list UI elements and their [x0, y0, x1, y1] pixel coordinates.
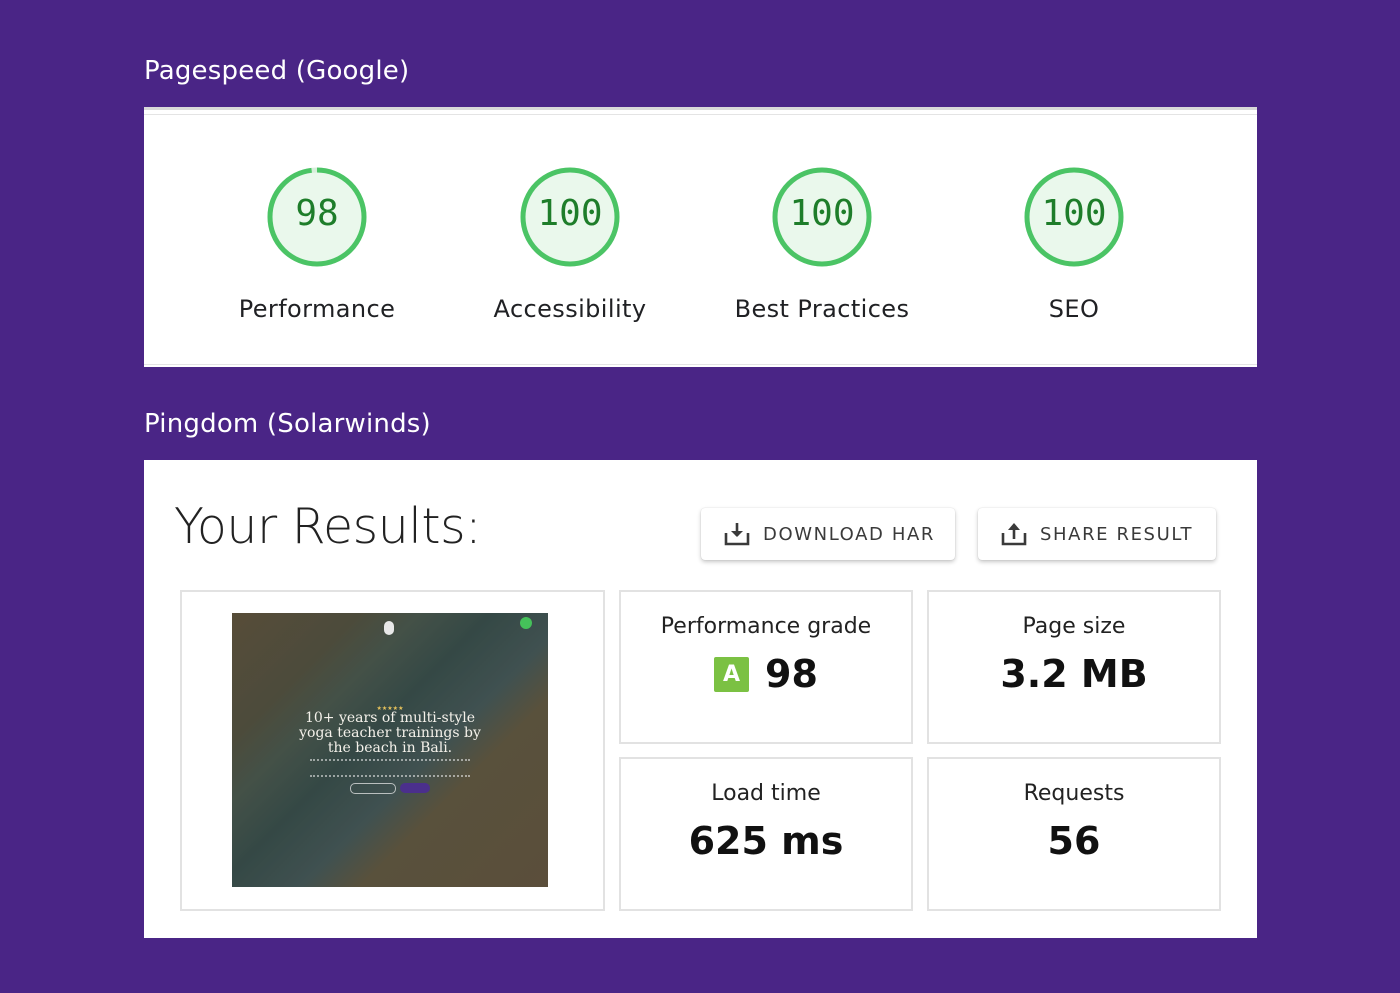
download-har-label: DOWNLOAD HAR — [763, 523, 935, 545]
gauge-accessibility[interactable]: 100 Accessibility — [465, 165, 675, 323]
gauge-ring — [520, 167, 620, 267]
share-icon — [1001, 523, 1027, 546]
gauge-label: Accessibility — [493, 295, 647, 323]
share-result-label: SHARE RESULT — [1040, 523, 1194, 545]
pagespeed-section-title: Pagespeed (Google) — [144, 56, 410, 86]
results-heading: Your Results: — [174, 498, 482, 555]
pagespeed-panel: 98 Performance 100 Accessibility 100 Bes… — [144, 107, 1257, 367]
metric-label: Requests — [1023, 781, 1125, 806]
share-result-button[interactable]: SHARE RESULT — [978, 508, 1216, 560]
thumb-headline: 10+ years of multi-style yoga teacher tr… — [299, 710, 481, 756]
grade-row: A 98 — [621, 652, 911, 696]
gauge-score: 100 — [789, 193, 855, 234]
metric-label: Performance grade — [660, 614, 872, 639]
requests-card: Requests 56 — [927, 757, 1221, 911]
metric-value: 625 ms — [688, 819, 844, 863]
gauge-score: 98 — [295, 193, 339, 234]
gauge-ring — [267, 167, 367, 267]
gauge-score: 100 — [1041, 193, 1107, 234]
gauge-label: SEO — [1048, 295, 1100, 323]
whatsapp-icon — [520, 617, 532, 629]
gauge-score: 100 — [537, 193, 603, 234]
metric-label: Load time — [711, 781, 821, 806]
gauge-best-practices[interactable]: 100 Best Practices — [717, 165, 927, 323]
load-time-card: Load time 625 ms — [619, 757, 913, 911]
gauge-seo[interactable]: 100 SEO — [969, 165, 1179, 323]
gauge-performance[interactable]: 98 Performance — [212, 165, 422, 323]
thumb-explore-button — [350, 783, 396, 794]
gauge-arc — [772, 167, 872, 267]
gauge-arc — [1024, 167, 1124, 267]
gauge-ring — [1024, 167, 1124, 267]
screenshot-card: ★★★★★ 10+ years of multi-style yoga teac… — [180, 590, 605, 911]
pingdom-section-title: Pingdom (Solarwinds) — [144, 409, 431, 439]
metric-label: Page size — [1022, 614, 1126, 639]
gauge-arc — [267, 167, 367, 267]
site-logo-icon — [384, 621, 394, 635]
gauge-label: Best Practices — [734, 295, 910, 323]
pingdom-panel: Your Results: DOWNLOAD HAR SHARE RESULT … — [144, 460, 1257, 938]
gauge-ring — [772, 167, 872, 267]
gauge-label: Performance — [238, 295, 396, 323]
metric-value: 56 — [1047, 819, 1101, 863]
download-icon — [724, 523, 750, 546]
grade-value: 98 — [765, 652, 818, 696]
thumb-stars: ★★★★★ — [376, 705, 404, 712]
grade-badge: A — [714, 656, 750, 692]
site-screenshot: ★★★★★ 10+ years of multi-style yoga teac… — [232, 613, 548, 887]
thumb-contact-button — [400, 783, 430, 793]
metric-value: 3.2 MB — [1000, 652, 1148, 696]
page-size-card: Page size 3.2 MB — [927, 590, 1221, 744]
download-har-button[interactable]: DOWNLOAD HAR — [701, 508, 955, 560]
thumb-subtext — [310, 759, 470, 777]
gauge-arc — [520, 167, 620, 267]
performance-grade-card: Performance grade A 98 — [619, 590, 913, 744]
